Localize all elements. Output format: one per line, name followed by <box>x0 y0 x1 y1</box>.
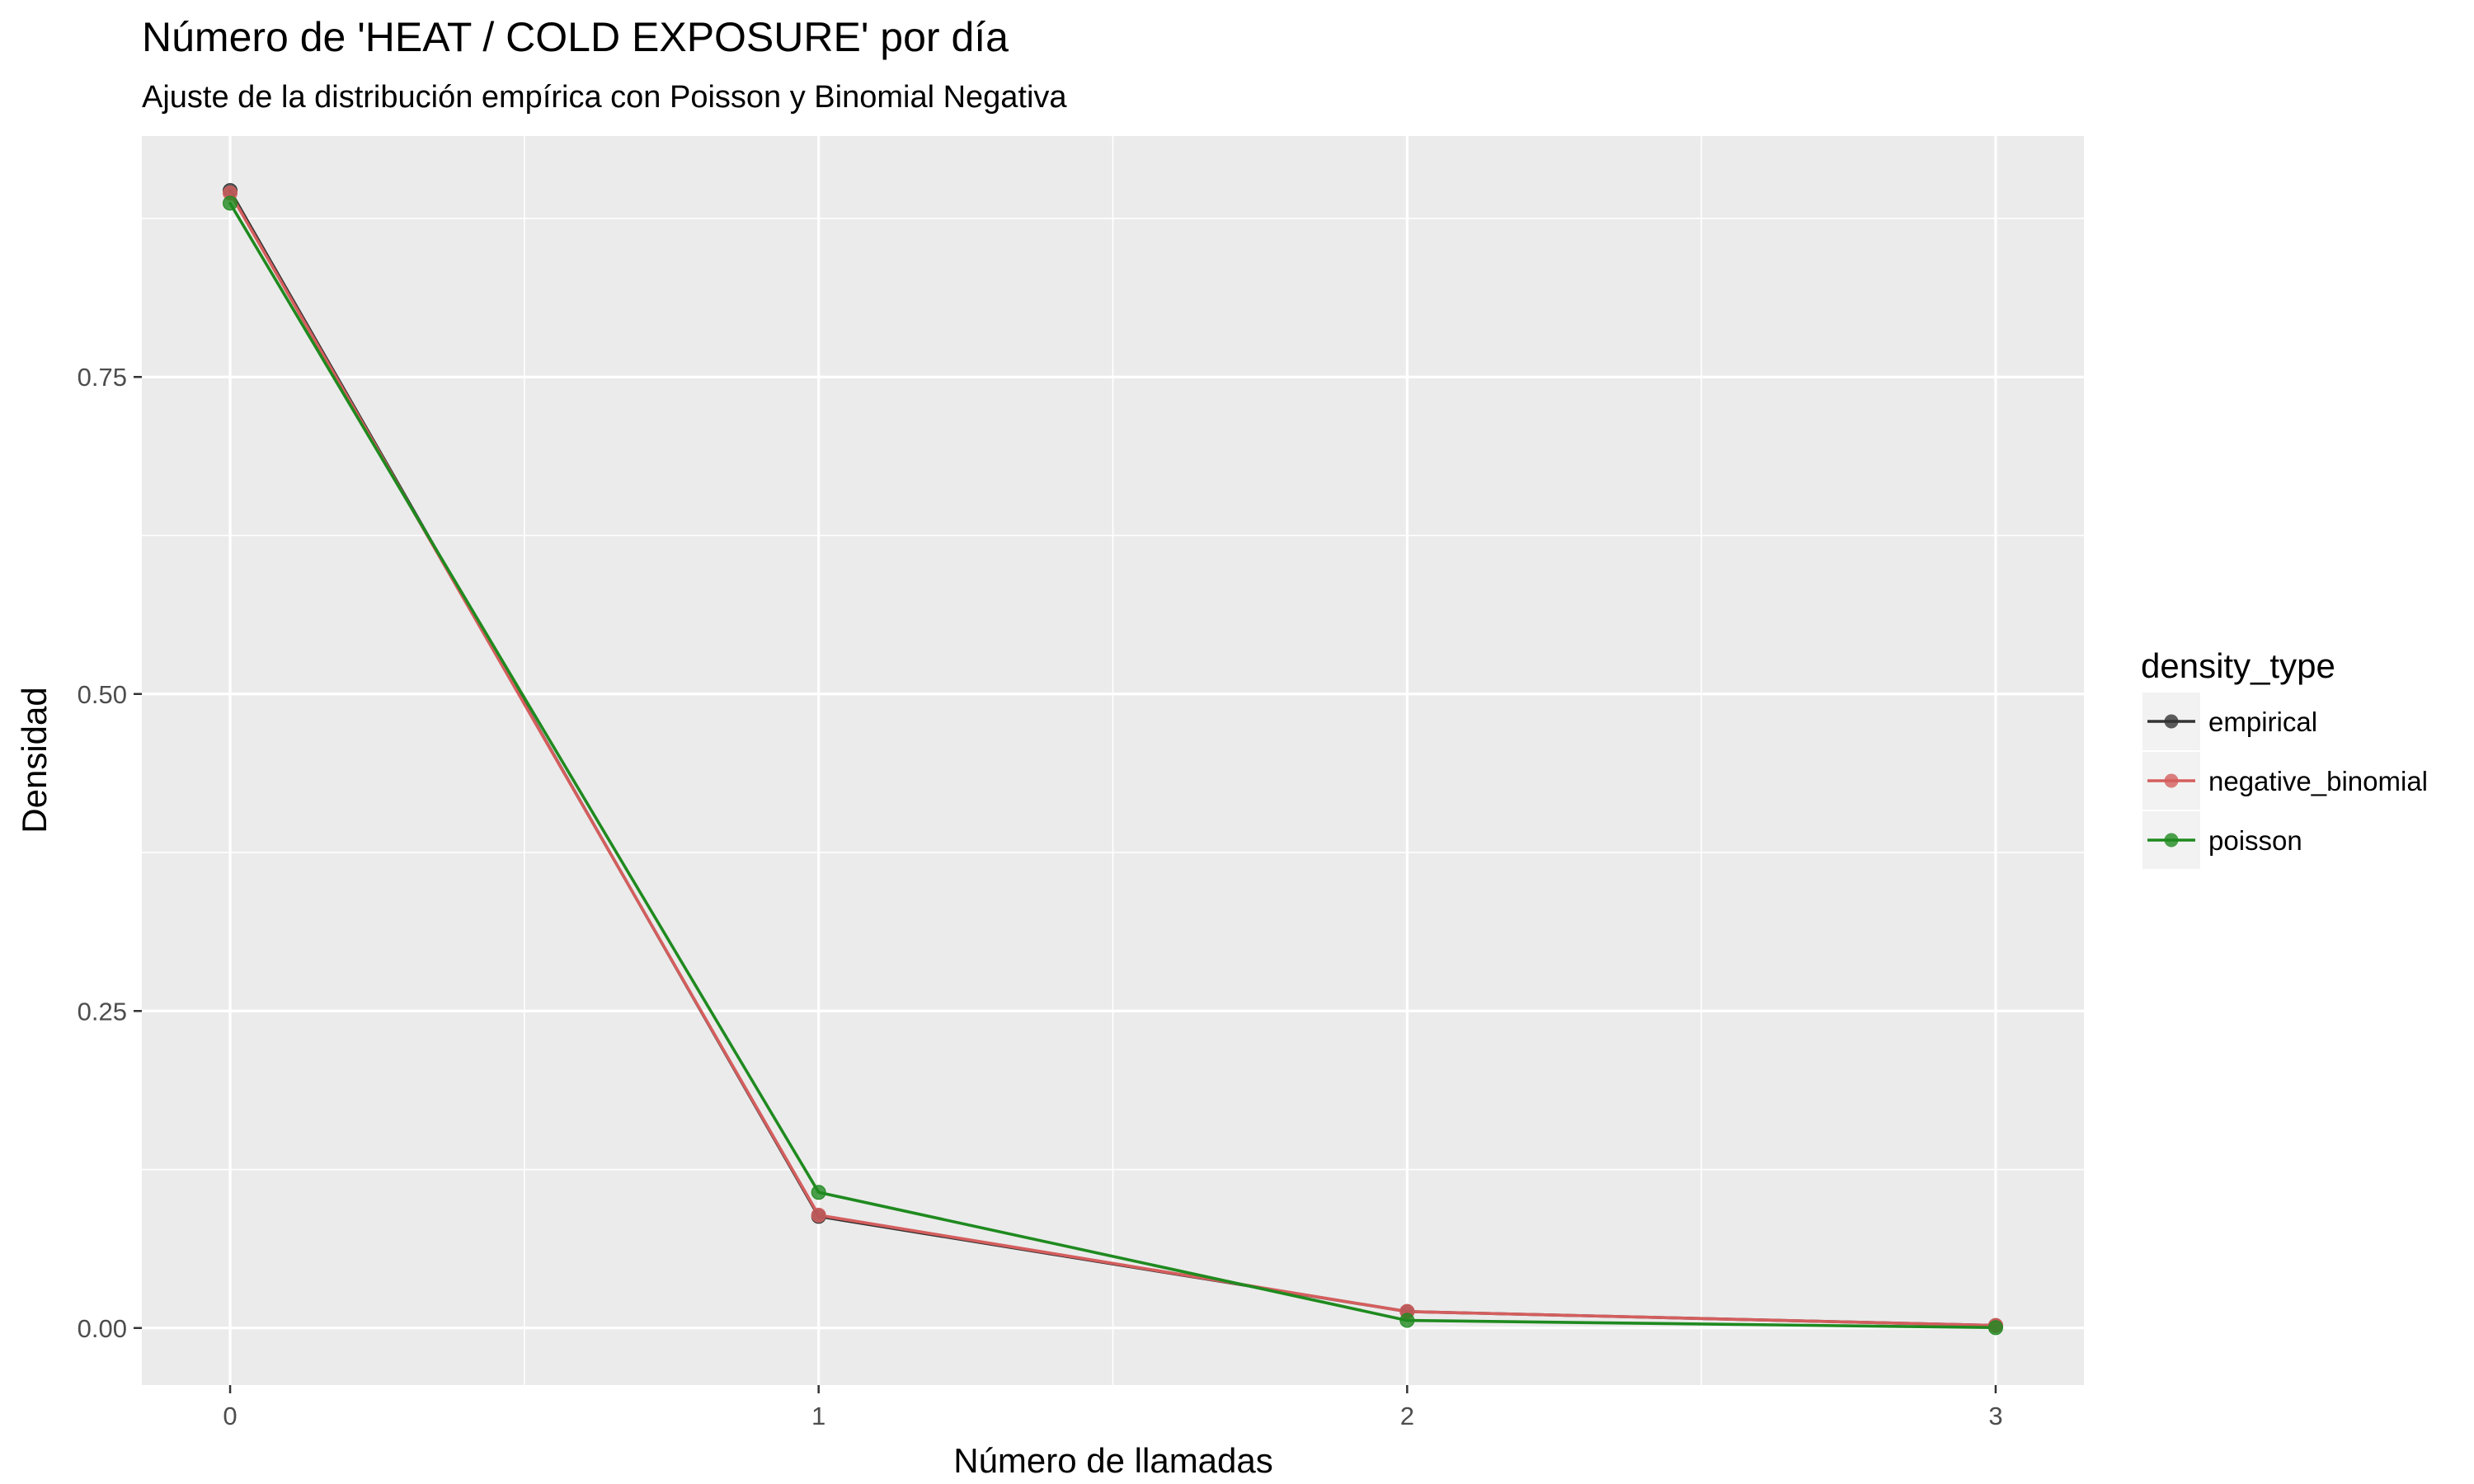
legend-label-negative_binomial: negative_binomial <box>2208 766 2428 796</box>
x-tick-label: 1 <box>811 1402 825 1430</box>
point-poisson <box>1399 1313 1415 1328</box>
series-line-poisson <box>228 201 1997 1330</box>
y-tick-label: 0.25 <box>78 997 127 1026</box>
point-poisson <box>1987 1320 2003 1336</box>
x-tick-label: 2 <box>1400 1402 1414 1430</box>
grid-major <box>142 136 2084 1385</box>
legend-key-point-empirical <box>2164 714 2179 729</box>
legend-key-point-negative_binomial <box>2164 773 2179 788</box>
y-axis-title: Densidad <box>15 687 54 833</box>
point-poisson <box>811 1185 826 1200</box>
x-tick-label: 0 <box>223 1402 237 1430</box>
tick-labels: 0 1 2 3 0.00 0.25 0.50 0.75 <box>78 363 2003 1430</box>
legend-key-point-poisson <box>2164 833 2179 848</box>
series-points <box>223 183 2003 1336</box>
axis-ticks <box>134 375 1997 1393</box>
point-poisson <box>223 195 238 211</box>
series-lines <box>228 189 1997 1330</box>
y-tick-label: 0.75 <box>78 363 127 392</box>
legend: density_type empirical negative_binomialp… <box>2141 646 2428 869</box>
legend-label-poisson: poisson <box>2208 825 2302 856</box>
chart-subtitle: Ajuste de la distribución empírica con P… <box>142 80 1067 115</box>
y-tick-label: 0.00 <box>78 1314 127 1343</box>
x-tick-label: 3 <box>1988 1402 2002 1430</box>
point-negative_binomial <box>811 1207 826 1223</box>
chart-title: Número de 'HEAT / COLD EXPOSURE' por día <box>142 14 1009 60</box>
legend-label-empirical: empirical <box>2208 707 2317 737</box>
legend-title: density_type <box>2141 646 2335 685</box>
y-tick-label: 0.50 <box>78 680 127 709</box>
x-axis-title: Número de llamadas <box>953 1441 1273 1480</box>
grid-minor <box>142 136 2084 1385</box>
series-line-negative_binomial <box>228 191 1997 1327</box>
